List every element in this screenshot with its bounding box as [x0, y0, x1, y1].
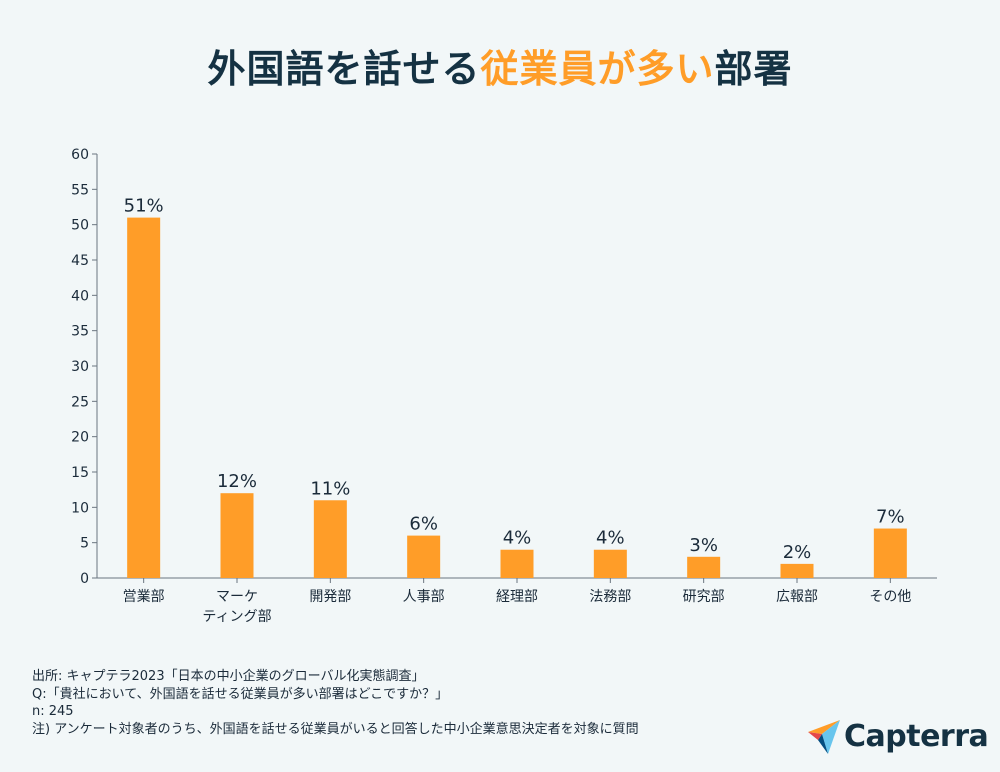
y-tick-label: 55	[71, 182, 89, 198]
x-tick-label: 人事部	[403, 589, 445, 605]
method-note: 注) アンケート対象者のうち、外国語を話せる従業員がいると回答した中小企業意思決…	[32, 721, 639, 737]
x-tick-label: 経理部	[496, 589, 538, 605]
x-tick-label: 法務部	[589, 589, 631, 605]
data-label: 7%	[876, 507, 905, 528]
data-label: 12%	[217, 471, 257, 492]
data-label: 4%	[503, 528, 532, 549]
footnotes: 出所: キャプテラ2023「日本の中小企業のグローバル化実態調査」 Q:「貴社に…	[32, 668, 639, 738]
bar	[313, 500, 347, 578]
chart-title: 外国語を話せる従業員が多い部署	[0, 38, 1000, 93]
y-tick-label: 20	[71, 430, 89, 446]
bar	[873, 528, 907, 578]
sample-size-note: n: 245	[32, 704, 74, 719]
y-tick-label: 50	[71, 218, 89, 234]
bar	[127, 217, 161, 578]
y-tick-label: 35	[71, 324, 89, 340]
capterra-logo: Capterra	[808, 718, 989, 758]
y-tick-label: 30	[71, 359, 89, 375]
bar	[500, 549, 534, 578]
y-tick-label: 15	[71, 465, 89, 481]
y-tick-label: 40	[71, 288, 89, 304]
question-note: Q:「貴社において、外国語を話せる従業員が多い部署はどこですか？」	[32, 686, 449, 702]
x-tick-label: マーケ	[216, 589, 258, 605]
data-label: 3%	[689, 535, 718, 556]
capterra-wordmark: Capterra	[844, 719, 989, 754]
data-label: 51%	[124, 196, 164, 217]
data-label: 11%	[310, 478, 350, 499]
bar	[687, 556, 721, 578]
y-tick-label: 0	[80, 571, 89, 587]
y-tick-label: 45	[71, 253, 89, 269]
bar	[220, 493, 254, 578]
capterra-arrow-icon	[808, 720, 840, 754]
x-tick-label: 営業部	[123, 589, 165, 605]
data-label: 2%	[783, 542, 812, 563]
title-part1: 外国語を話せる	[207, 47, 481, 91]
x-tick-label: 研究部	[683, 589, 725, 605]
y-tick-label: 10	[71, 500, 89, 516]
data-label: 4%	[596, 528, 625, 549]
title-highlight: 従業員が多い	[480, 47, 715, 91]
bar	[407, 535, 441, 578]
title-part2: 部署	[714, 47, 793, 91]
x-tick-label: 広報部	[776, 589, 818, 605]
bar-chart: 0 5 10 15 20 25 30 35 40 45 50 55 60 51% 営業部 12% マーケティング…	[71, 147, 937, 625]
source-note: 出所: キャプテラ2023「日本の中小企業のグローバル化実態調査」	[32, 669, 425, 684]
x-tick-label: ティング部	[202, 609, 271, 625]
bar	[780, 563, 814, 578]
y-tick-label: 25	[71, 394, 89, 410]
x-tick-label: その他	[869, 589, 911, 605]
y-tick-label: 5	[80, 536, 89, 552]
y-tick-label: 60	[71, 147, 89, 163]
bar	[593, 549, 627, 578]
x-tick-label: 開発部	[309, 589, 351, 605]
data-label: 6%	[409, 514, 438, 535]
